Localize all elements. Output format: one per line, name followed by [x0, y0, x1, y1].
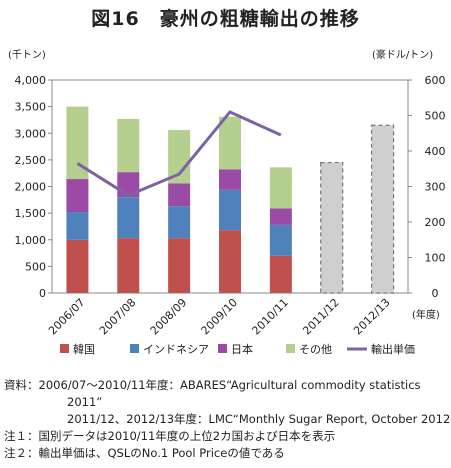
legend-label: 輸出単価 — [371, 342, 415, 356]
bar-segment — [66, 106, 89, 180]
bar-segment — [66, 179, 89, 213]
x-tick-label: 2011/12 — [300, 296, 342, 338]
bar-segment — [269, 167, 292, 209]
y-left-tick-label: 2,000 — [15, 181, 47, 194]
forecast-bar — [370, 124, 395, 294]
note-2: 注２：輸出単価は、QSLのNo.1 Pool Priceの値である — [4, 446, 285, 460]
legend-swatch — [60, 344, 69, 353]
chart-title: 図16 豪州の粗糖輸出の推移 — [91, 8, 360, 30]
y-right-label: (豪ドル/トン) — [372, 48, 433, 61]
bar-segment — [269, 224, 292, 256]
x-tick-label: 2006/07 — [46, 296, 88, 338]
bar-segment — [168, 183, 191, 207]
legend-label: インドネシア — [143, 343, 209, 356]
y-left-tick-label: 500 — [25, 260, 46, 273]
x-tick-label: 2009/10 — [199, 296, 241, 338]
legend-swatch — [130, 344, 139, 353]
bar-segment — [117, 197, 140, 239]
y-left-tick-label: 2,500 — [15, 154, 47, 167]
y-right-tick-label: 300 — [425, 181, 446, 194]
y-right-tick-label: 500 — [425, 110, 446, 123]
y-left-tick-label: 3,000 — [15, 127, 47, 140]
note-1: 注１：国別データは2010/11年度の上位2カ国および日本を表示 — [4, 429, 336, 443]
bar-segment — [117, 238, 140, 293]
chart-area: (千トン) (豪ドル/トン) (年度) 0 500 1,000 1,500 2,000 2,50… — [8, 48, 446, 356]
bar-segment — [269, 255, 292, 293]
y-right-tick-label: 600 — [425, 74, 446, 87]
x-tick-label: 2010/11 — [249, 296, 291, 338]
notes-block: 資料：2006/07～2010/11年度：ABARES“Agricultural… — [4, 377, 451, 462]
y-left-tick-label: 3,500 — [15, 101, 47, 114]
bar-segment — [117, 118, 140, 173]
line-group — [76, 110, 282, 197]
legend-label: 韓国 — [73, 343, 95, 356]
bar-segment — [168, 238, 191, 293]
bar-segment — [269, 208, 292, 225]
y-right-tick-label: 200 — [425, 216, 446, 229]
forecast-bar — [320, 161, 344, 294]
source-line-2: 2011” — [67, 395, 103, 409]
bar-segment — [219, 230, 241, 293]
y-left-label: (千トン) — [8, 49, 46, 61]
price-line — [76, 110, 282, 197]
x-tick-label: 2012/13 — [351, 296, 393, 338]
y-left-tick-label: 1,000 — [15, 234, 47, 247]
bar-segment — [219, 116, 241, 170]
legend-label: 日本 — [231, 342, 253, 356]
x-tick-label: 2007/08 — [97, 296, 139, 338]
bar-segment — [66, 212, 89, 240]
x-axis-label: (年度) — [412, 308, 440, 321]
legend-swatch — [286, 344, 295, 353]
y-right-tick-label: 0 — [432, 287, 439, 300]
source-line-1: 資料：2006/07～2010/11年度：ABARES“Agricultural… — [4, 378, 421, 392]
bar-segment — [66, 239, 89, 293]
legend-label: その他 — [299, 343, 332, 356]
y-right-tick-label: 400 — [425, 145, 446, 158]
bar-segment — [219, 189, 241, 231]
y-right-tick-label: 100 — [425, 252, 446, 265]
source-line-3: 2011/12、2012/13年度：LMC“Monthly Sugar Repo… — [67, 412, 451, 426]
bar-segment — [168, 206, 191, 239]
y-left-tick-label: 1,500 — [15, 207, 47, 220]
bars-group — [66, 106, 395, 294]
x-tick-label: 2008/09 — [148, 296, 190, 338]
y-left-tick-label: 4,000 — [15, 74, 47, 87]
bar-segment — [168, 130, 191, 184]
legend-swatch — [218, 344, 227, 353]
legend-group: 韓国 インドネシア 日本 その他 輸出単価 — [60, 342, 415, 356]
y-left-tick-label: 0 — [39, 287, 46, 300]
bar-segment — [219, 169, 241, 190]
